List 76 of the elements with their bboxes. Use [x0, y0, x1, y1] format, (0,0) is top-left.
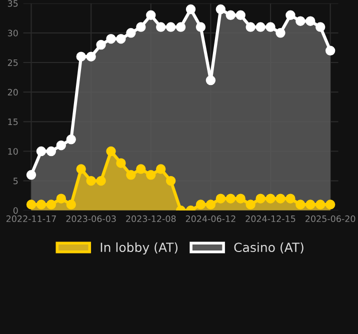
y-tick-label: 10	[8, 148, 18, 155]
point	[136, 22, 146, 32]
point	[296, 200, 306, 210]
point	[176, 22, 186, 32]
point	[166, 22, 176, 32]
point	[286, 194, 296, 204]
point	[136, 164, 146, 174]
point	[286, 10, 296, 20]
point	[206, 75, 216, 86]
point	[66, 134, 76, 144]
point	[146, 170, 156, 180]
point	[325, 200, 336, 210]
point	[56, 140, 66, 150]
point	[236, 194, 246, 204]
point	[156, 22, 166, 32]
point	[256, 194, 266, 204]
legend-label: Casino (AT)	[234, 242, 304, 254]
point	[186, 4, 196, 14]
point	[316, 200, 326, 210]
point	[66, 200, 76, 210]
legend-label: In lobby (AT)	[100, 242, 178, 254]
y-tick-label: 15	[8, 118, 18, 126]
point	[36, 200, 46, 210]
point	[216, 4, 226, 14]
point	[296, 16, 306, 26]
point	[146, 10, 156, 20]
point	[246, 200, 256, 210]
point	[276, 28, 286, 38]
y-tick-label: 0	[13, 207, 18, 214]
point	[96, 40, 106, 50]
point	[126, 170, 136, 180]
point	[116, 158, 126, 168]
point	[156, 164, 166, 174]
point	[106, 146, 116, 156]
point	[166, 176, 176, 186]
point	[316, 22, 326, 32]
point	[306, 200, 316, 210]
y-tick-label: 35	[8, 0, 18, 7]
point	[196, 200, 206, 210]
x-tick-label: 2025-06-20	[306, 215, 356, 222]
point	[276, 194, 286, 204]
x-tick-label: 2023-06-03	[66, 215, 116, 222]
point	[86, 176, 96, 186]
point	[26, 170, 36, 180]
point	[266, 22, 276, 32]
point	[26, 200, 36, 210]
point	[206, 200, 216, 210]
point	[36, 146, 46, 156]
point	[226, 194, 236, 204]
x-tick-label: 2022-11-17	[6, 215, 56, 222]
y-tick-label: 30	[8, 30, 18, 36]
point	[196, 22, 206, 32]
point	[56, 194, 66, 204]
point	[325, 46, 336, 56]
point	[216, 194, 226, 204]
x-tick-label: 2024-06-12	[186, 215, 236, 222]
y-tick-label: 20	[8, 88, 18, 96]
point	[236, 10, 246, 20]
point	[46, 146, 56, 156]
point	[266, 194, 276, 204]
point	[306, 16, 316, 26]
y-tick-label: 5	[14, 178, 18, 184]
point	[106, 34, 116, 44]
y-tick-label: 25	[8, 59, 18, 66]
point	[46, 200, 56, 210]
point	[246, 22, 256, 32]
point	[76, 164, 86, 174]
point	[116, 34, 126, 44]
point	[226, 10, 236, 20]
point	[76, 52, 86, 62]
x-tick-label: 2023-12-08	[126, 215, 176, 222]
x-tick-label: 2024-12-15	[246, 215, 296, 222]
point	[86, 52, 96, 62]
point	[256, 22, 266, 32]
point	[96, 176, 106, 186]
point	[126, 28, 136, 38]
